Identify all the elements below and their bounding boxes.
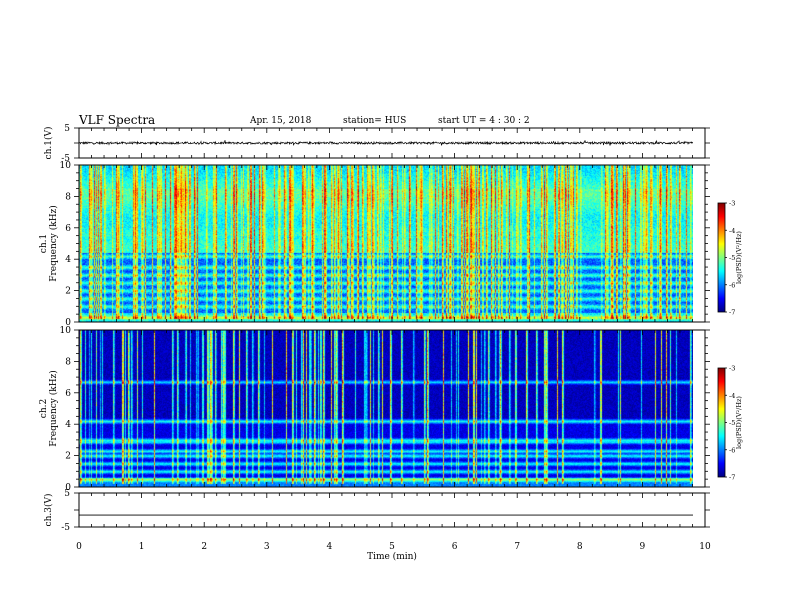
s2-y-tick-label: 0 bbox=[65, 483, 71, 493]
x-tick-label: 4 bbox=[327, 542, 333, 552]
x-tick-label: 9 bbox=[640, 542, 646, 552]
s2-colorbar-tick-label: -4 bbox=[729, 392, 735, 400]
s1-colorbar-tick-label: -6 bbox=[729, 281, 735, 289]
ch1-waveform-line bbox=[78, 139, 694, 147]
s2-colorbar-tick-label: -7 bbox=[729, 474, 735, 482]
s2-y-axis-label-channel: ch.2 bbox=[39, 399, 49, 418]
station-label: station= HUS bbox=[343, 116, 407, 126]
x-tick-label: 10 bbox=[699, 542, 711, 552]
s1-spectrogram-pixels bbox=[79, 165, 693, 322]
ch1-waveform-y-tick-label: -5 bbox=[61, 154, 70, 164]
s2-colorbar-tick-label: -3 bbox=[729, 365, 735, 373]
x-tick-label: 1 bbox=[139, 542, 145, 552]
x-tick-label: 2 bbox=[201, 542, 207, 552]
x-tick-label: 3 bbox=[264, 542, 270, 552]
s2-image bbox=[79, 330, 693, 487]
s2-y-tick-label: 8 bbox=[65, 357, 71, 367]
s2-y-tick-label: 10 bbox=[60, 326, 72, 336]
x-tick-label: 7 bbox=[514, 542, 520, 552]
s1-y-tick-label: 4 bbox=[65, 255, 71, 265]
chart-title: VLF Spectra bbox=[79, 113, 156, 127]
s1-colorbar-tick-label: -4 bbox=[729, 227, 735, 235]
s2-colorbar-tick-label: -6 bbox=[729, 446, 735, 454]
s2-spectrogram-pixels bbox=[79, 330, 693, 487]
s2-y-tick-label: 2 bbox=[65, 452, 71, 462]
ch3-waveform-y-tick-label: 5 bbox=[64, 489, 70, 499]
s2-colorbar-tick-label: -5 bbox=[729, 419, 735, 427]
ch3-waveform-frame bbox=[78, 492, 706, 528]
s1-colorbar-label: log(PSD)(V²/Hz) bbox=[735, 231, 743, 284]
s2-colorbar-label: log(PSD)(V²/Hz) bbox=[735, 396, 743, 449]
s1-y-tick-label: 6 bbox=[65, 224, 71, 234]
s1-image bbox=[79, 165, 693, 322]
s1-colorbar bbox=[717, 202, 726, 313]
s2-y-tick-label: 6 bbox=[65, 389, 71, 399]
s2-y-axis-label-frequency: Frequency (kHz) bbox=[48, 370, 59, 447]
s1-y-tick-label: 10 bbox=[60, 161, 72, 171]
x-tick-label: 5 bbox=[389, 542, 395, 552]
s2-colorbar bbox=[717, 367, 726, 478]
s1-colorbar-tick-label: -5 bbox=[729, 254, 735, 262]
s1-y-tick-label: 8 bbox=[65, 192, 71, 202]
s2-y-tick-label: 4 bbox=[65, 420, 71, 430]
start-time-label: start UT = 4 : 30 : 2 bbox=[438, 116, 530, 126]
ch1-waveform-y-tick-label: 5 bbox=[64, 124, 70, 134]
ch3-waveform-y-axis-label: ch.3(V) bbox=[43, 494, 54, 527]
s1-colorbar-tick-label: -7 bbox=[729, 309, 735, 317]
ch1-waveform-y-axis-label: ch.1(V) bbox=[43, 127, 54, 160]
date-label: Apr. 15, 2018 bbox=[250, 116, 312, 126]
s1-colorbar-tick-label: -3 bbox=[729, 200, 735, 208]
x-tick-label: 8 bbox=[577, 542, 583, 552]
x-tick-label: 0 bbox=[76, 542, 82, 552]
ch3-waveform-y-tick-label: -5 bbox=[61, 523, 70, 533]
s1-y-tick-label: 2 bbox=[65, 287, 71, 297]
x-tick-label: 6 bbox=[452, 542, 458, 552]
s1-y-axis-label-channel: ch.1 bbox=[39, 234, 49, 253]
s1-y-tick-label: 0 bbox=[65, 318, 71, 328]
x-axis-label: Time (min) bbox=[367, 551, 417, 562]
s1-y-axis-label-frequency: Frequency (kHz) bbox=[48, 205, 59, 282]
